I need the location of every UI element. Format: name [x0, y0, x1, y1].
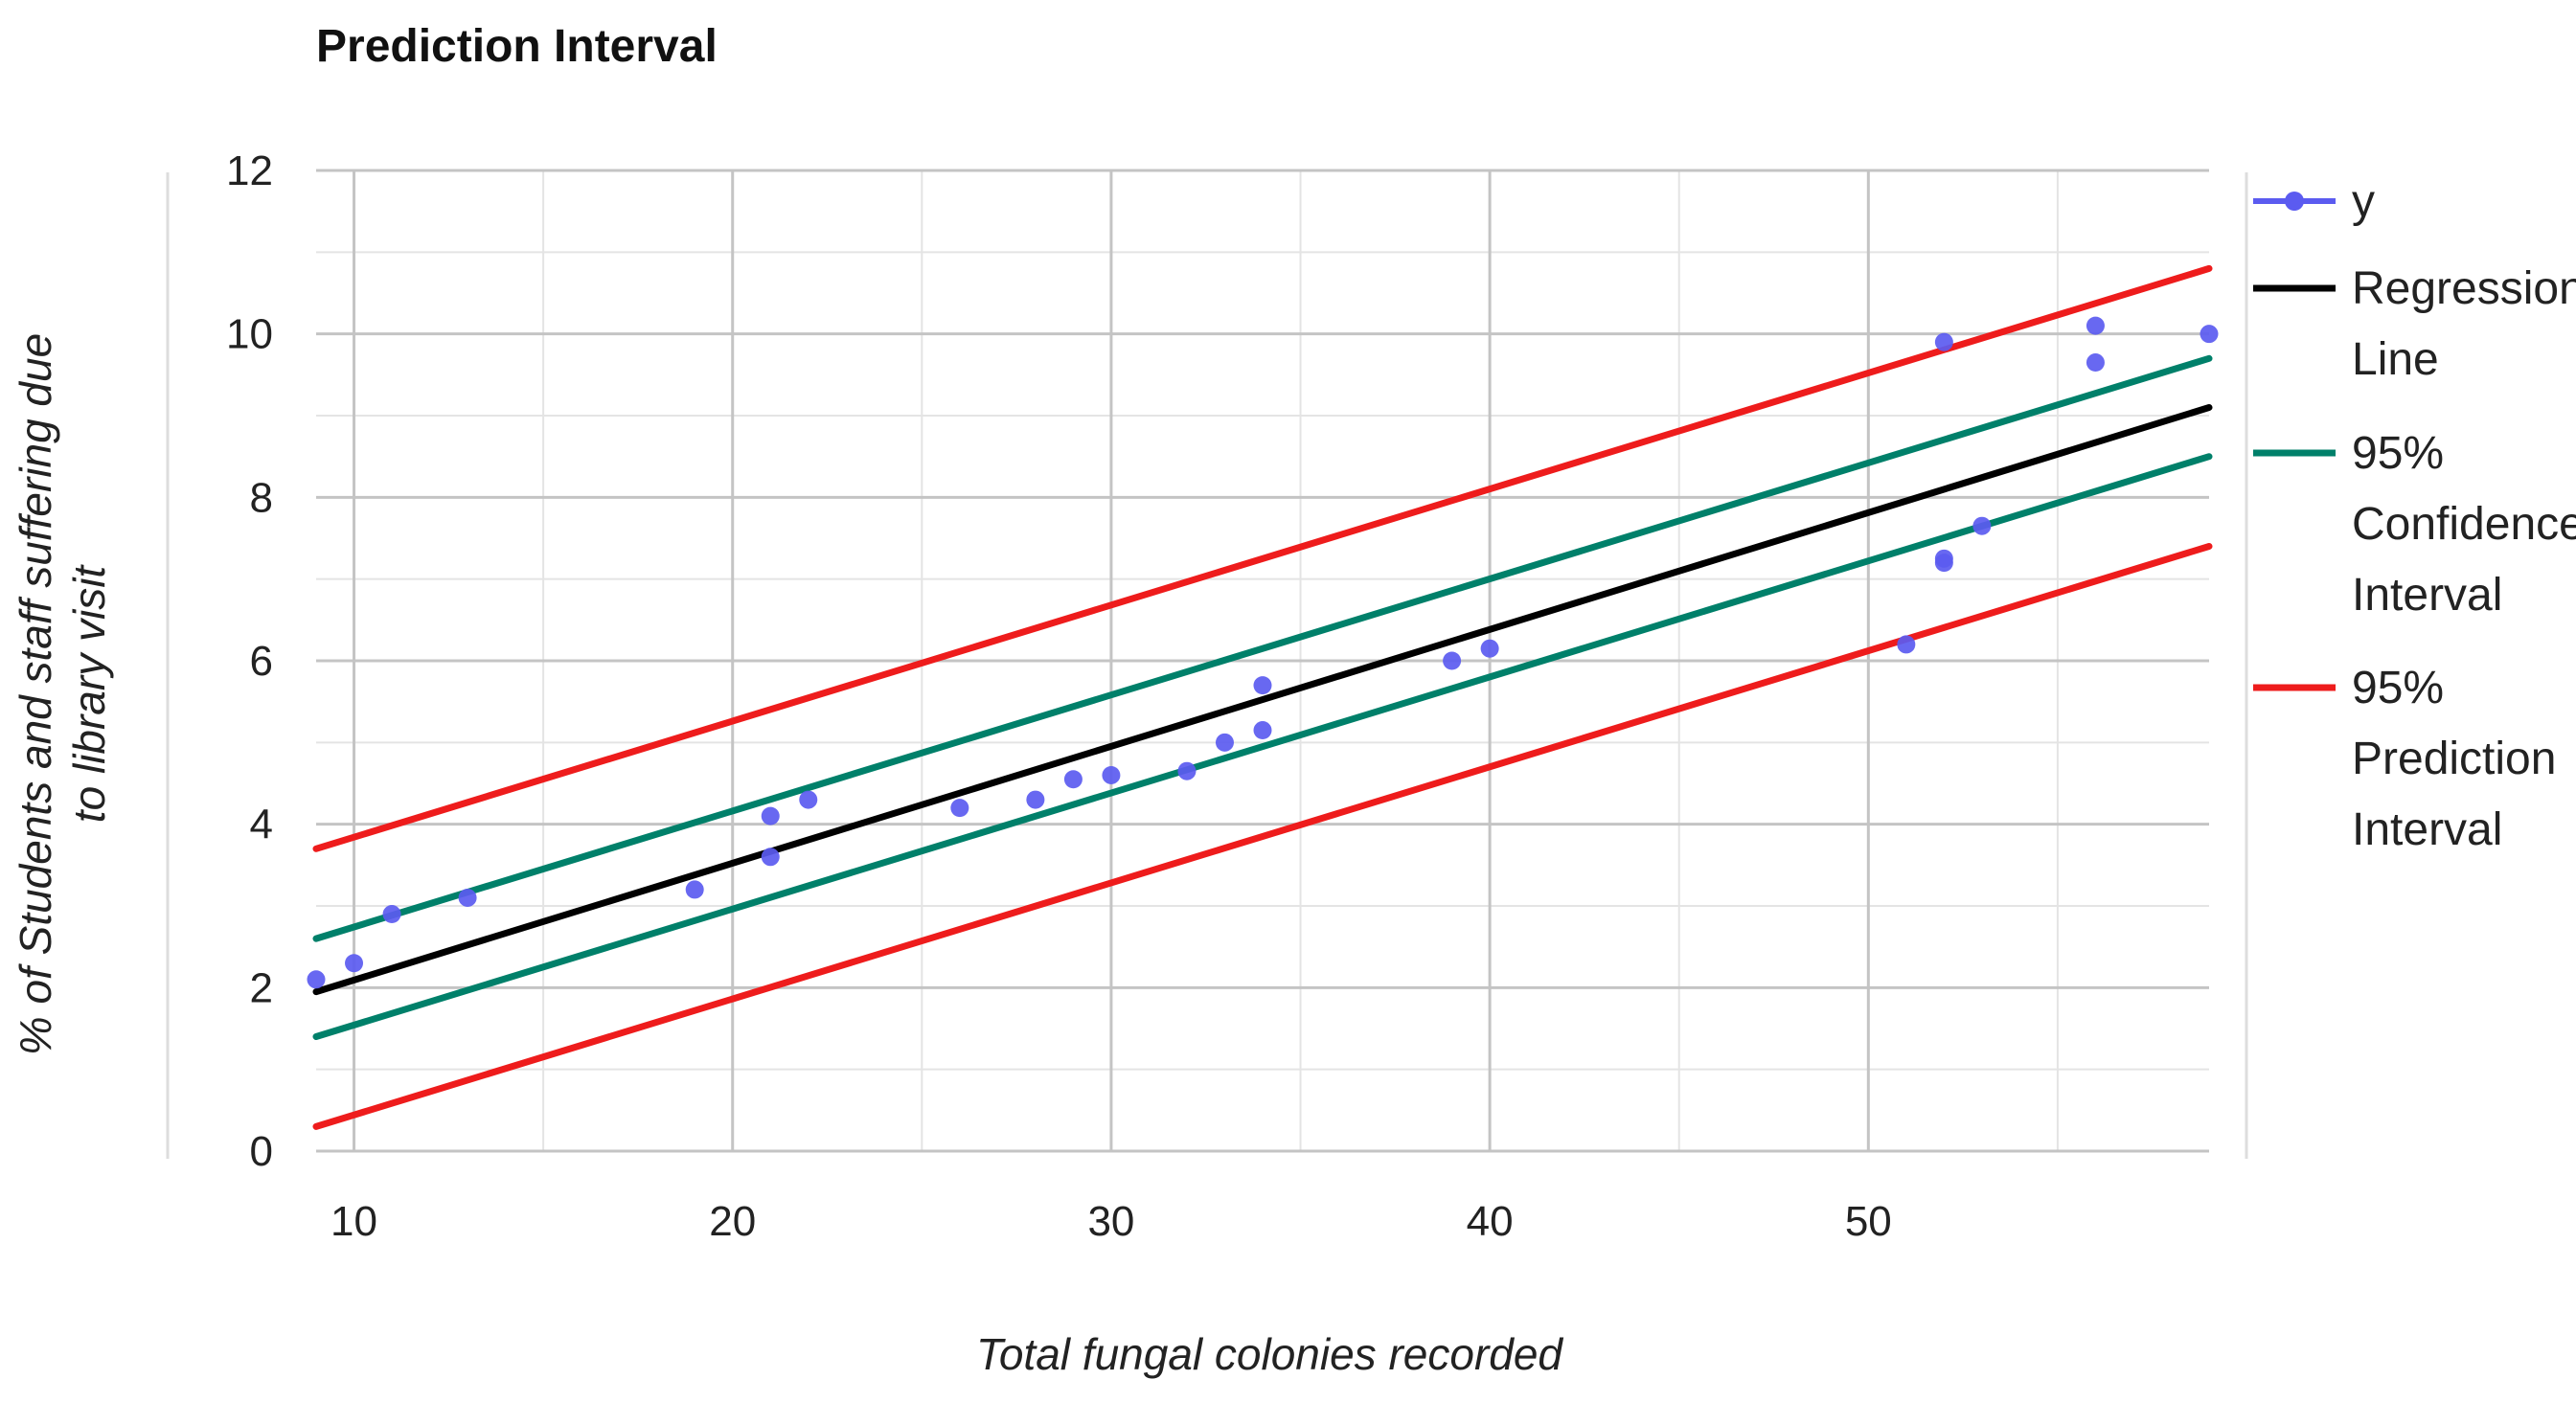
x-tick-label: 50	[1845, 1198, 1892, 1245]
data-point	[1480, 639, 1499, 658]
data-point	[1443, 651, 1462, 670]
data-point	[1934, 549, 1953, 568]
y-axis-title-line-1: % of Students and staff suffering due	[11, 333, 60, 1055]
series-line-confidence	[312, 354, 2213, 942]
legend-label-line: Confidence	[2352, 499, 2576, 550]
data-point	[1897, 635, 1916, 654]
series-line-prediction	[312, 264, 2213, 852]
data-point	[382, 905, 401, 924]
legend: y Regression Line 95% Confidence Interval 95% P…	[2253, 176, 2576, 855]
y-tick-label: 10	[226, 311, 273, 358]
y-axis-title: % of Students and staff suffering due to…	[11, 333, 114, 1055]
x-tick-label: 30	[1087, 1198, 1134, 1245]
legend-label-line: Line	[2352, 334, 2439, 385]
data-point	[1972, 516, 1992, 535]
x-tick-labels: 10 20 30 40 50	[331, 1198, 1892, 1245]
data-point	[1253, 676, 1272, 695]
x-tick-label: 10	[331, 1198, 377, 1245]
y-tick-label: 8	[250, 474, 273, 521]
data-point	[685, 880, 704, 899]
y-axis-title-line-2: to library visit	[64, 564, 114, 824]
y-tick-label: 2	[250, 964, 273, 1011]
legend-label-line: 95%	[2352, 428, 2444, 479]
y-tick-label: 12	[226, 147, 273, 194]
major-grid	[316, 169, 2209, 1153]
data-point	[1253, 721, 1272, 740]
legend-label-line: Interval	[2352, 804, 2502, 855]
legend-marker-y	[2285, 192, 2304, 211]
series-line-confidence	[312, 453, 2213, 1040]
chart-title: Prediction Interval	[316, 21, 718, 72]
data-point	[1063, 770, 1083, 789]
y-tick-label: 0	[250, 1128, 273, 1175]
series-lines	[312, 264, 2213, 1130]
x-tick-label: 40	[1467, 1198, 1514, 1245]
y-tick-label: 4	[250, 802, 273, 848]
data-point	[1026, 790, 1045, 809]
data-point	[1215, 733, 1234, 752]
x-axis-title: Total fungal colonies recorded	[976, 1329, 1563, 1379]
data-point	[950, 799, 969, 818]
data-point	[1102, 765, 1121, 784]
y-tick-labels: 0 2 4 6 8 10 12	[226, 147, 273, 1175]
data-point	[2086, 316, 2105, 335]
data-point	[345, 954, 364, 973]
data-point	[2086, 353, 2105, 373]
legend-label-y: y	[2352, 176, 2375, 227]
data-point	[1934, 332, 1953, 351]
legend-label-line: Interval	[2352, 570, 2502, 621]
data-point	[2200, 325, 2219, 344]
x-tick-label: 20	[709, 1198, 756, 1245]
legend-label-line: 95%	[2352, 663, 2444, 713]
data-point	[458, 888, 477, 907]
data-point	[799, 790, 818, 809]
data-point	[1177, 761, 1197, 780]
y-tick-label: 6	[250, 638, 273, 685]
data-point	[761, 806, 780, 825]
series-line-prediction	[312, 543, 2213, 1130]
legend-label-line: Regression	[2352, 263, 2576, 314]
series-points	[307, 316, 2219, 989]
data-point	[761, 848, 780, 867]
legend-label-line: Prediction	[2352, 734, 2556, 784]
data-point	[307, 970, 326, 989]
series-line-regression	[312, 404, 2213, 996]
